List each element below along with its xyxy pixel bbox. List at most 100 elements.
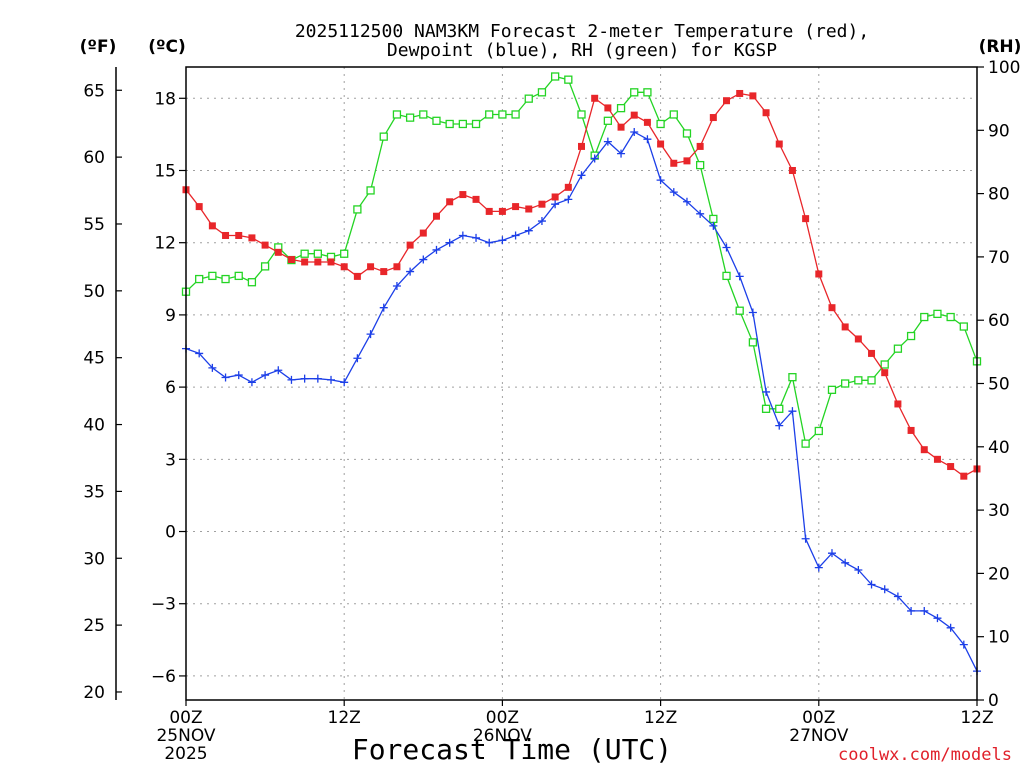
time-tick-label: 00Z [486, 708, 519, 728]
data-point [616, 103, 626, 113]
data-point [340, 378, 349, 387]
data-point [392, 110, 402, 119]
data-point [709, 114, 717, 122]
data-point [340, 249, 349, 258]
data-point [511, 110, 520, 119]
data-point [366, 330, 375, 339]
data-point [669, 188, 678, 197]
data-point [221, 274, 230, 284]
data-point [367, 263, 375, 271]
data-point [485, 238, 494, 247]
data-point [287, 256, 295, 264]
data-point [841, 323, 849, 331]
rh-tick-label: 10 [988, 628, 1010, 648]
celsius-tick-label: 3 [165, 450, 176, 470]
fahrenheit-tick-label: 65 [83, 81, 105, 101]
data-point [577, 171, 586, 180]
credit-text: coolwx.com/models [838, 745, 1012, 765]
data-point [907, 426, 915, 434]
data-point [379, 132, 388, 141]
rh-tick-label: 20 [988, 564, 1010, 584]
data-point [617, 123, 625, 131]
data-point [247, 378, 256, 387]
data-point [393, 263, 401, 271]
time-tick-date: 27NOV [789, 726, 848, 746]
data-point [221, 373, 230, 382]
data-point [353, 205, 362, 214]
data-point [208, 271, 217, 281]
data-point [893, 592, 902, 601]
data-point [709, 221, 718, 230]
data-point [340, 263, 348, 271]
data-point [827, 385, 837, 394]
data-point [933, 309, 942, 319]
data-point [366, 186, 375, 195]
data-point [313, 374, 322, 383]
data-point [445, 238, 454, 247]
celsius-tick-label: 0 [165, 523, 176, 543]
series-2-meter-temperature [182, 89, 981, 480]
data-point [748, 338, 758, 347]
data-point [195, 203, 203, 211]
data-point [748, 308, 757, 317]
data-point [735, 306, 744, 315]
fahrenheit-tick-label: 40 [83, 416, 105, 436]
data-point [656, 176, 665, 185]
data-point [749, 92, 757, 100]
data-point [485, 110, 494, 119]
data-point [208, 363, 217, 372]
data-point [234, 371, 243, 380]
data-point [960, 472, 968, 480]
rh-tick-label: 40 [988, 438, 1010, 458]
data-point [788, 166, 796, 174]
data-point [287, 375, 296, 384]
data-point [458, 119, 468, 129]
data-point [419, 255, 428, 264]
rh-tick-label: 60 [988, 311, 1010, 331]
data-point [775, 404, 784, 413]
data-point [867, 376, 876, 385]
data-point [959, 322, 968, 331]
data-point [735, 272, 744, 281]
data-point [656, 119, 665, 129]
data-point [841, 379, 850, 388]
fahrenheit-tick-label: 50 [83, 282, 105, 302]
data-point [827, 549, 836, 558]
series-dewpoint [182, 127, 981, 676]
data-point [551, 200, 560, 209]
data-point [498, 236, 507, 245]
data-point [498, 207, 506, 215]
data-point [709, 214, 718, 224]
fahrenheit-axis: 20 25 30 35 40 45 50 55 60 65 [83, 81, 122, 703]
data-point [815, 270, 823, 278]
data-point [643, 118, 651, 126]
rh-tick-label: 50 [988, 375, 1010, 395]
data-point [854, 335, 862, 343]
data-point [959, 640, 968, 649]
data-point [603, 116, 613, 125]
gridlines [186, 67, 977, 700]
fahrenheit-tick-label: 45 [83, 349, 105, 369]
celsius-tick-label: 18 [154, 89, 176, 109]
data-point [471, 119, 481, 129]
data-point [353, 354, 362, 363]
data-point [617, 149, 626, 158]
data-point [947, 463, 955, 471]
rh-tick-label: 0 [988, 691, 999, 711]
data-point [868, 349, 876, 357]
data-point [261, 241, 269, 249]
data-point [682, 197, 691, 206]
data-point [419, 110, 428, 119]
data-point [485, 207, 493, 215]
data-point [682, 129, 692, 138]
data-point [946, 623, 955, 632]
data-point [814, 426, 823, 436]
rh-tick-label: 30 [988, 501, 1010, 521]
data-point [537, 88, 547, 97]
data-point [801, 439, 810, 448]
data-point [550, 72, 560, 81]
fahrenheit-tick-label: 20 [83, 683, 105, 703]
series-line [185, 92, 978, 477]
x-axis-title: Forecast Time (UTC) [352, 733, 672, 766]
data-point [274, 366, 283, 375]
